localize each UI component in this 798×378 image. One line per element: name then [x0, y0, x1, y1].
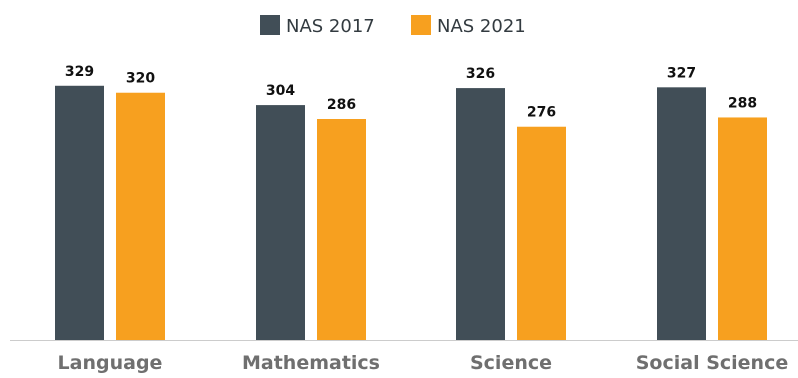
- value-label-science-nas-2021: 276: [527, 105, 556, 121]
- value-label-mathematics-nas-2017: 304: [266, 83, 295, 99]
- bar-mathematics-nas-2021: [317, 119, 366, 340]
- value-label-social-science-nas-2021: 288: [728, 95, 757, 111]
- value-labels-group: 329 320 304 286 326 276 327 288: [65, 64, 757, 121]
- value-label-language-nas-2017: 329: [65, 64, 94, 80]
- bar-social-science-nas-2017: [657, 87, 706, 341]
- category-label-mathematics: Mathematics: [242, 352, 380, 374]
- bars-group: [55, 85, 767, 341]
- bar-science-nas-2017: [456, 88, 505, 340]
- value-label-science-nas-2017: 326: [466, 66, 495, 82]
- category-label-language: Language: [58, 352, 163, 374]
- legend-swatch-nas-2017: [260, 15, 280, 35]
- legend-label-nas-2017: NAS 2017: [286, 16, 375, 37]
- bar-language-nas-2021: [116, 92, 165, 341]
- value-label-social-science-nas-2017: 327: [667, 65, 696, 81]
- legend-label-nas-2021: NAS 2021: [437, 16, 526, 37]
- category-label-social-science: Social Science: [636, 352, 788, 374]
- value-label-language-nas-2021: 320: [126, 71, 155, 87]
- bar-mathematics-nas-2017: [256, 105, 305, 340]
- value-label-mathematics-nas-2021: 286: [327, 97, 356, 113]
- category-label-science: Science: [470, 352, 552, 374]
- legend-swatch-nas-2021: [411, 15, 431, 35]
- bar-language-nas-2017: [55, 85, 104, 340]
- legend: NAS 2017 NAS 2021: [260, 15, 526, 37]
- category-labels-group: Language Mathematics Science Social Science: [58, 352, 789, 374]
- bar-science-nas-2021: [517, 126, 566, 341]
- bar-social-science-nas-2021: [718, 117, 767, 340]
